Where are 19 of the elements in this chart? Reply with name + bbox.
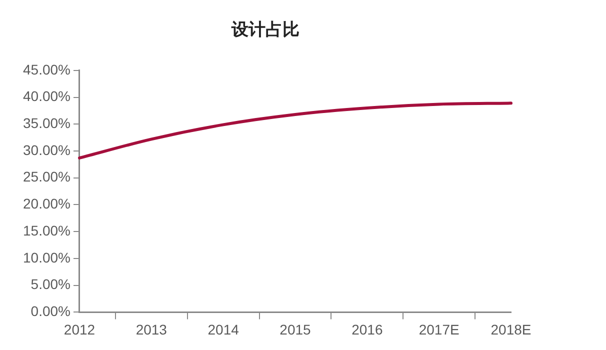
y-tick-label: 20.00% [23,196,70,212]
x-tick-label: 2014 [208,321,240,338]
x-tick-label: 2012 [64,321,96,338]
y-tick-label: 15.00% [23,222,70,238]
x-tick-label: 2016 [352,321,383,338]
x-tick-label: 2017E [418,321,460,338]
chart-title: 设计占比 [230,20,300,39]
x-tick-label: 2013 [136,321,168,338]
y-tick-label: 40.00% [23,88,70,104]
y-tick-label: 30.00% [23,142,70,158]
x-tick-label: 2015 [280,321,312,338]
y-tick-label: 5.00% [30,276,70,292]
y-tick-label: 35.00% [23,114,70,131]
y-tick-label: 0.00% [30,303,70,320]
y-tick-label: 10.00% [23,249,70,266]
line-series [78,102,512,160]
y-tick-label: 45.00% [23,61,70,78]
x-tick-label: 2018E [490,321,532,338]
y-tick-label: 25.00% [23,168,70,185]
